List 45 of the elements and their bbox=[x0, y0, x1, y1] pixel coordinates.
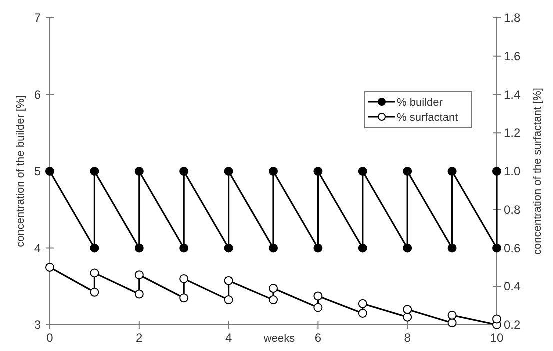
y-tick-label: 3 bbox=[34, 318, 42, 332]
point bbox=[134, 270, 144, 280]
point bbox=[269, 284, 278, 294]
y2-tick-label: 1.6 bbox=[504, 49, 522, 64]
point bbox=[224, 296, 234, 305]
point bbox=[180, 294, 189, 303]
y2-tick-label: 1.0 bbox=[504, 164, 522, 178]
y2-tick-label: 1.2 bbox=[504, 126, 522, 140]
point bbox=[224, 276, 234, 286]
point bbox=[314, 303, 323, 312]
y2-tick-label: 0.6 bbox=[504, 241, 522, 256]
x-tick-label: 4 bbox=[225, 331, 232, 345]
x-tick-label: 0 bbox=[46, 331, 54, 345]
point bbox=[46, 262, 54, 272]
x-tick-label: 2 bbox=[136, 331, 144, 345]
point bbox=[180, 274, 189, 284]
point bbox=[314, 292, 323, 301]
y-tick-label: 4 bbox=[34, 241, 42, 256]
point bbox=[134, 290, 144, 299]
point bbox=[90, 268, 100, 278]
x-axis-title: weeks bbox=[262, 333, 296, 345]
x-tick-label: 10 bbox=[490, 331, 504, 345]
y2-tick-label: 0.4 bbox=[504, 280, 522, 294]
y2-tick-label: 0.2 bbox=[504, 318, 522, 332]
x-tick-label: 6 bbox=[314, 331, 322, 345]
y-tick-label: 7 bbox=[34, 11, 42, 25]
legend-label: % builder bbox=[397, 97, 444, 109]
point bbox=[358, 308, 368, 318]
point bbox=[90, 288, 100, 297]
y2-tick-label: 1.8 bbox=[504, 11, 522, 25]
point bbox=[448, 318, 457, 328]
point bbox=[358, 299, 368, 308]
point bbox=[403, 305, 412, 314]
y2-tick-label: 1.4 bbox=[504, 88, 522, 102]
y-axis-title: concentration of the builder [%] bbox=[15, 96, 27, 248]
y2-tick-label: 0.8 bbox=[504, 202, 522, 217]
point bbox=[403, 312, 412, 322]
point bbox=[492, 314, 502, 324]
point bbox=[448, 310, 457, 320]
legend-label: % surfactant bbox=[397, 112, 458, 124]
y-tick-label: 6 bbox=[34, 88, 42, 102]
x-tick-label: 8 bbox=[404, 331, 412, 345]
y-tick-label: 5 bbox=[34, 164, 42, 178]
point bbox=[269, 296, 278, 305]
y2-axis-title: concentration of the surfactant [%] bbox=[532, 88, 544, 255]
